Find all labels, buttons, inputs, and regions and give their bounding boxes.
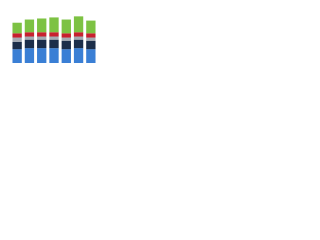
bar-segment: [86, 33, 96, 38]
bar-segment: [12, 41, 22, 50]
bar-segment: [73, 39, 84, 49]
bar-segment: [73, 48, 84, 63]
page: (() => { const data = JSON.parse(documen…: [0, 0, 320, 71]
bar-segment: [12, 22, 22, 34]
bar-segment: [61, 49, 71, 63]
bar-segment: [49, 36, 59, 40]
bar-segment: [37, 18, 47, 33]
bar-segment: [37, 39, 47, 49]
bar-segment: [37, 32, 47, 37]
bar-segment: [37, 48, 47, 63]
bar-segment: [49, 17, 59, 33]
bar-segment: [49, 32, 59, 37]
bar-segment: [49, 48, 59, 63]
bar-segment: [12, 33, 22, 38]
bar-segment: [24, 19, 35, 33]
bar-segment: [12, 37, 22, 42]
bar-segment: [86, 40, 96, 50]
bar-segment: [73, 16, 84, 33]
bar-segment: [24, 48, 35, 63]
bar-segment: [61, 33, 71, 38]
bar-segment: [61, 40, 71, 50]
bar-segment: [73, 36, 84, 40]
bar-segment: [86, 20, 96, 34]
bar-segment: [24, 32, 35, 37]
bar-segment: [73, 32, 84, 37]
bar-segment: [49, 39, 59, 49]
bar-segment: [12, 49, 22, 63]
bar-segment: [61, 19, 71, 34]
bar-segment: [86, 37, 96, 41]
bar-segment: [86, 49, 96, 63]
bar-segment: [24, 36, 35, 40]
bar-segment: [37, 36, 47, 40]
chart: [12, 16, 96, 63]
bar-segment: [61, 37, 71, 41]
bar-segment: [24, 39, 35, 49]
